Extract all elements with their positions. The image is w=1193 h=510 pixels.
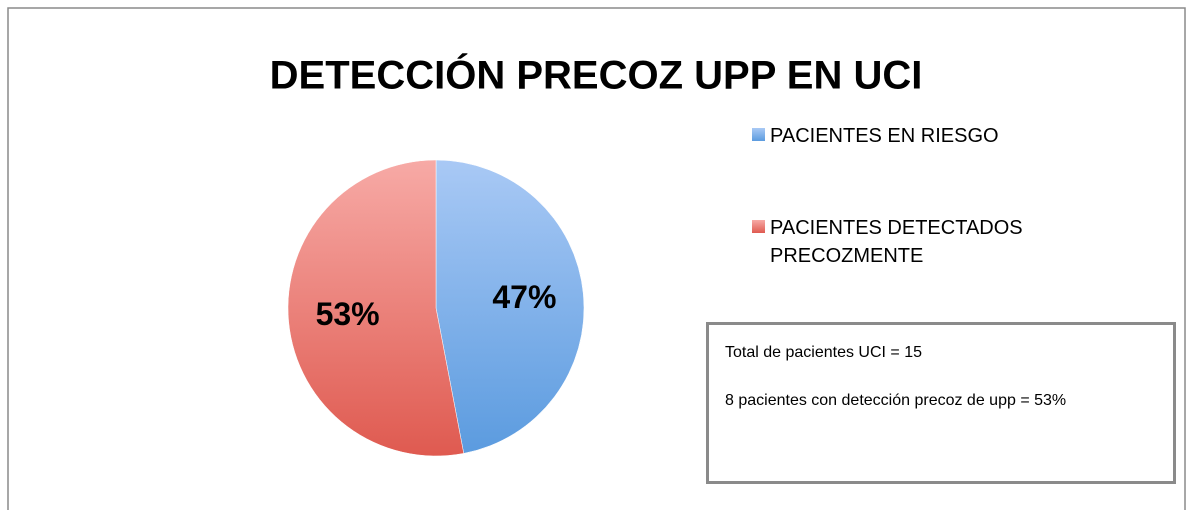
annotation: Total de pacientes UCI = 15: [725, 344, 923, 361]
legend-label: PACIENTES EN RIESGO: [770, 125, 999, 147]
annotation-box: Total de pacientes UCI = 15 8 pacientes …: [706, 322, 1176, 484]
pie-slice: [435, 159, 585, 454]
chart-title: DETECCIÓN PRECOZ UPP EN UCI: [270, 52, 923, 98]
legend-swatch: [752, 220, 765, 233]
annotation: 8 pacientes con detección precoz de upp …: [725, 392, 1067, 409]
chart-border: [7, 7, 1186, 510]
pie-slice: [287, 159, 465, 457]
legend-swatch: [752, 128, 765, 141]
data-label: 47%: [492, 279, 556, 315]
legend-label: PACIENTES DETECTADOS PRECOZMENTE: [770, 217, 1023, 267]
data-label: 53%: [316, 296, 380, 332]
